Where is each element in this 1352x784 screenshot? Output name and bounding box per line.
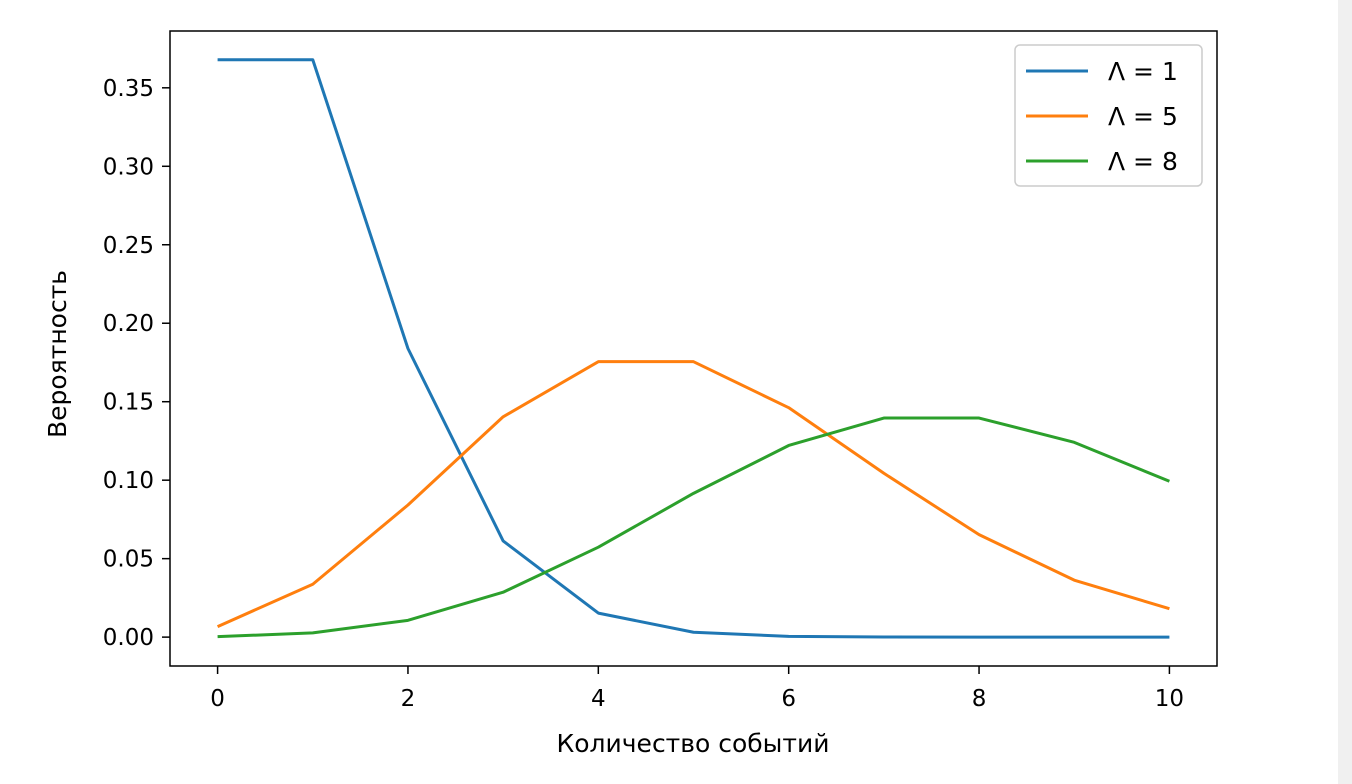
x-tick-label: 2 — [401, 686, 416, 712]
y-tick-label: 0.10 — [103, 468, 154, 494]
y-tick-label: 0.05 — [103, 547, 154, 573]
y-tick-label: 0.20 — [103, 311, 154, 337]
x-axis: 0 2 4 6 8 10 — [210, 666, 1184, 712]
series-line-2 — [217, 416, 1170, 639]
x-tick-label: 0 — [210, 686, 225, 712]
y-tick-label: 0.25 — [103, 233, 154, 259]
series-line-0 — [217, 58, 1170, 639]
x-tick-label: 8 — [972, 686, 987, 712]
legend: Λ = 1 Λ = 5 Λ = 8 — [1014, 44, 1203, 187]
y-tick-label: 0.35 — [103, 76, 154, 102]
x-tick-label: 4 — [591, 686, 606, 712]
legend-box — [1014, 44, 1203, 187]
x-tick-label: 10 — [1155, 686, 1184, 712]
right-edge-strip — [1338, 0, 1352, 784]
legend-label-1: Λ = 5 — [1108, 102, 1178, 131]
x-axis-title: Количество событий — [557, 729, 830, 758]
y-tick-label: 0.00 — [103, 625, 154, 651]
legend-label-2: Λ = 8 — [1108, 147, 1178, 176]
x-tick-label: 6 — [781, 686, 796, 712]
series-layer — [216, 58, 1170, 639]
y-tick-label: 0.30 — [103, 154, 154, 180]
y-axis: 0.00 0.05 0.10 0.15 0.20 0.25 0.30 0.35 — [103, 76, 170, 651]
legend-label-0: Λ = 1 — [1108, 57, 1178, 86]
y-axis-title: Вероятность — [43, 270, 72, 438]
y-tick-label: 0.15 — [103, 390, 154, 416]
series-line-1 — [216, 360, 1170, 628]
